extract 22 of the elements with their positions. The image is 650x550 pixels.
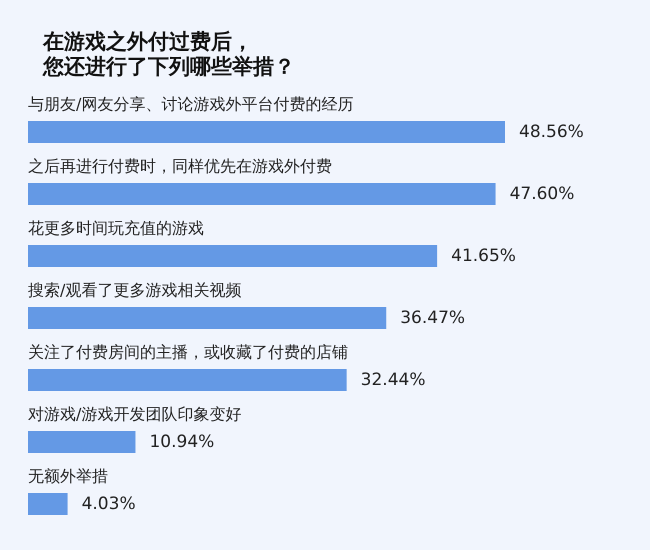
bar	[28, 183, 496, 205]
y-tick-label: 之后再进行付费时，同样优先在游戏外付费	[28, 156, 332, 176]
y-tick-label: 花更多时间玩充值的游戏	[28, 218, 204, 238]
data-label: 10.94%	[149, 432, 214, 452]
bar	[28, 493, 68, 515]
bar	[28, 307, 386, 329]
y-tick-label: 无额外举措	[28, 466, 108, 486]
bar	[28, 431, 136, 453]
data-label: 48.56%	[519, 122, 584, 142]
y-tick-label: 对游戏/游戏开发团队印象变好	[28, 404, 242, 424]
bar	[28, 369, 347, 391]
y-tick-label: 关注了付费房间的主播，或收藏了付费的店铺	[28, 342, 348, 362]
data-label: 32.44%	[360, 370, 426, 390]
data-label: 41.65%	[451, 246, 516, 266]
chart-title: 在游戏之外付过费后，您还进行了下列哪些举措？	[42, 30, 295, 78]
data-label: 36.47%	[400, 308, 466, 328]
bar	[28, 121, 505, 143]
y-tick-label: 搜索/观看了更多游戏相关视频	[28, 280, 242, 300]
data-label: 47.60%	[510, 184, 574, 204]
data-label: 4.03%	[82, 494, 136, 514]
y-tick-label: 与朋友/网友分享、讨论游戏外平台付费的经历	[28, 94, 354, 114]
bar	[28, 245, 438, 267]
